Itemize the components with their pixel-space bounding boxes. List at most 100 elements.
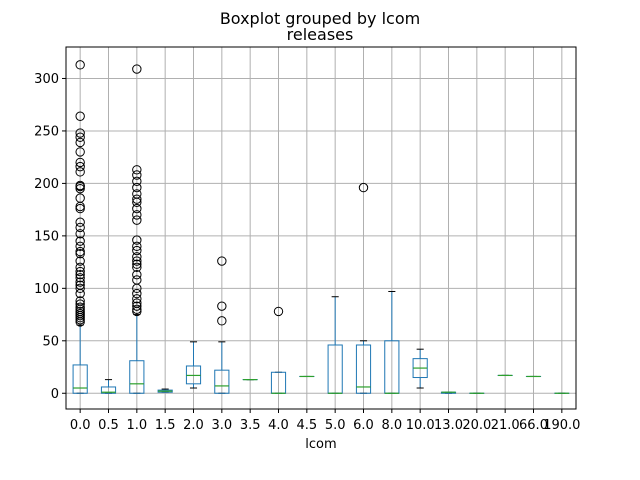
outlier-point bbox=[132, 176, 142, 187]
outlier-point bbox=[75, 273, 85, 283]
box-group bbox=[412, 348, 428, 389]
x-tick-label: 13.0 bbox=[434, 418, 463, 433]
outlier-point bbox=[132, 245, 142, 256]
box-group bbox=[327, 296, 343, 394]
box-iqr bbox=[129, 360, 145, 394]
x-tick-label: 20.0 bbox=[462, 418, 491, 433]
outlier-point bbox=[75, 180, 85, 191]
x-tick-label: 4.0 bbox=[268, 418, 289, 433]
outlier-point bbox=[132, 256, 142, 266]
outlier-point bbox=[75, 236, 85, 246]
plot-subtitle: releases bbox=[287, 25, 354, 44]
box-iqr bbox=[100, 386, 117, 394]
box-layer bbox=[72, 60, 570, 394]
outlier-point bbox=[75, 222, 85, 233]
outlier-point bbox=[132, 165, 142, 175]
box-iqr bbox=[214, 369, 230, 394]
x-tick-label: 4.5 bbox=[296, 418, 317, 433]
outlier-point bbox=[75, 266, 85, 277]
box-group bbox=[355, 182, 372, 394]
outlier-point bbox=[75, 217, 85, 227]
x-tick-label: 5.0 bbox=[325, 418, 346, 433]
y-tick-label: 300 bbox=[34, 72, 59, 87]
outlier-point bbox=[75, 302, 85, 312]
outlier-point bbox=[75, 241, 85, 252]
box-group bbox=[270, 306, 287, 394]
box-group bbox=[157, 388, 173, 393]
outlier-point bbox=[75, 246, 85, 257]
outlier-point bbox=[75, 280, 85, 290]
outlier-point bbox=[132, 288, 142, 299]
figure-title: Boxplot grouped by lcom bbox=[220, 9, 420, 28]
x-tick-label: 0.5 bbox=[98, 418, 119, 433]
outlier-point bbox=[132, 203, 142, 214]
outlier-point bbox=[132, 269, 142, 280]
outlier-point bbox=[132, 170, 142, 180]
x-tick-label: 0.0 bbox=[70, 418, 91, 433]
outlier-point bbox=[132, 189, 142, 199]
plot-area-frame bbox=[65, 46, 577, 410]
outlier-point bbox=[217, 301, 227, 311]
box-group bbox=[214, 256, 230, 394]
outlier-point bbox=[132, 275, 142, 285]
x-tick-label: 3.0 bbox=[211, 418, 232, 433]
outlier-point bbox=[132, 262, 142, 273]
outlier-point bbox=[75, 256, 85, 266]
y-axis-ticks: 0 50 100 150 200 250 300 bbox=[34, 72, 66, 402]
x-tick-label: 1.0 bbox=[126, 418, 147, 433]
outlier-point bbox=[217, 256, 227, 266]
y-tick-label: 200 bbox=[34, 177, 59, 192]
x-tick-label: 21.0 bbox=[491, 418, 520, 433]
x-tick-label: 10.0 bbox=[406, 418, 435, 433]
y-tick-label: 100 bbox=[34, 282, 59, 297]
outlier-point bbox=[132, 215, 142, 225]
outlier-point bbox=[132, 64, 142, 74]
outlier-point bbox=[75, 111, 85, 121]
y-tick-label: 50 bbox=[42, 334, 59, 349]
outlier-point bbox=[132, 210, 142, 220]
x-tick-label: 3.5 bbox=[240, 418, 261, 433]
outlier-point bbox=[75, 269, 85, 280]
outlier-point bbox=[132, 194, 142, 204]
y-tick-label: 0 bbox=[51, 387, 59, 402]
outlier-point bbox=[75, 147, 85, 157]
box-iqr bbox=[355, 344, 372, 394]
box-group bbox=[185, 341, 202, 389]
outlier-point bbox=[75, 60, 85, 70]
outlier-point bbox=[75, 283, 85, 294]
outlier-point bbox=[75, 193, 85, 203]
box-group bbox=[129, 64, 145, 394]
box-iqr bbox=[72, 364, 88, 394]
x-tick-label: 8.0 bbox=[381, 418, 402, 433]
outlier-point bbox=[75, 128, 85, 138]
outlier-point bbox=[132, 294, 142, 304]
outlier-point bbox=[75, 262, 85, 273]
box-group bbox=[100, 379, 117, 394]
outlier-point bbox=[132, 182, 142, 193]
outlier-point bbox=[75, 132, 85, 142]
outlier-point bbox=[75, 277, 85, 287]
outlier-point bbox=[132, 235, 142, 245]
box-group bbox=[384, 290, 400, 394]
y-tick-label: 250 bbox=[34, 124, 59, 139]
outlier-point bbox=[75, 167, 85, 177]
outlier-point bbox=[75, 299, 85, 309]
outlier-point bbox=[75, 296, 85, 306]
outlier-point bbox=[75, 137, 85, 148]
outlier-point bbox=[132, 301, 142, 311]
x-axis-ticks: 0.0 0.5 1.0 1.5 2.0 3.0 3.5 4.0 4.5 5.0 6.0 8.0 10.0… bbox=[70, 409, 580, 433]
outlier-point bbox=[132, 252, 142, 262]
y-tick-label: 150 bbox=[34, 229, 59, 244]
box-group bbox=[440, 391, 457, 394]
outlier-point bbox=[217, 316, 227, 326]
x-tick-label: 2.0 bbox=[183, 418, 204, 433]
outlier-point bbox=[75, 161, 85, 172]
outlier-point bbox=[132, 298, 142, 308]
outlier-point bbox=[132, 259, 142, 269]
outlier-point bbox=[358, 182, 369, 193]
x-tick-label: 66.0 bbox=[519, 418, 548, 433]
outlier-point bbox=[273, 306, 284, 317]
x-tick-label: 6.0 bbox=[353, 418, 374, 433]
